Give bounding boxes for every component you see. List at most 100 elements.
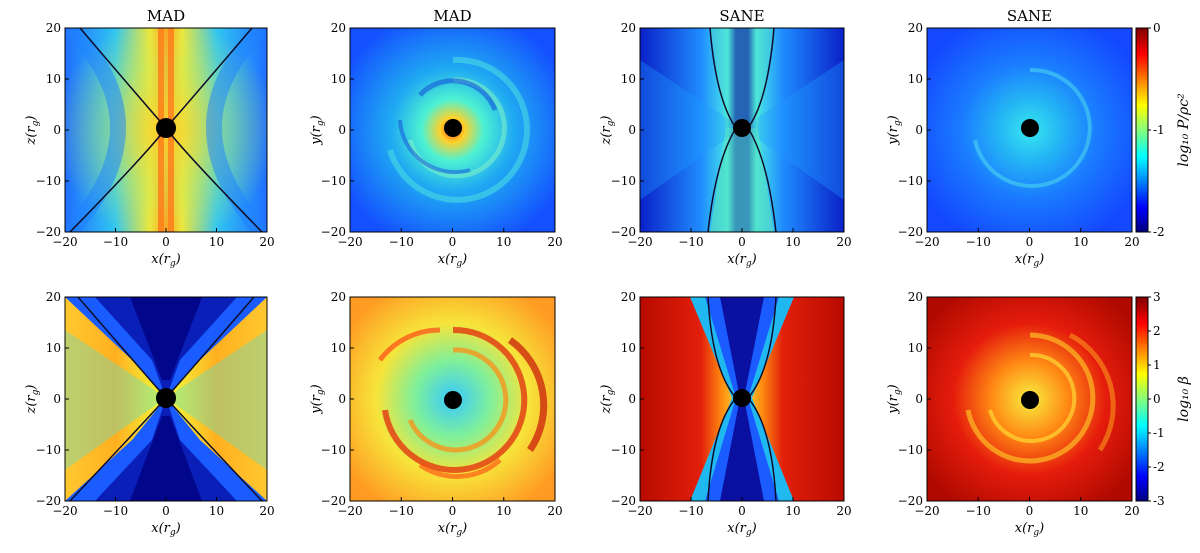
- y-tick-label: −10: [611, 174, 636, 188]
- x-tick-label: 20: [836, 235, 851, 249]
- x-tick-label: 10: [1073, 235, 1088, 249]
- panel-title: MAD: [147, 7, 185, 25]
- y-tick-label: −20: [611, 494, 636, 508]
- x-tick-label: −10: [966, 504, 991, 518]
- x-tick-label: −20: [914, 504, 939, 518]
- y-tick-label: −10: [898, 174, 923, 188]
- x-tick-label: 20: [259, 235, 274, 249]
- black-hole: [733, 119, 751, 137]
- x-tick-label: −20: [627, 504, 652, 518]
- black-hole: [733, 389, 751, 407]
- axis-label: x(rg): [727, 521, 756, 538]
- x-tick-label: 0: [1026, 235, 1034, 249]
- x-tick-label: 20: [1124, 504, 1139, 518]
- panel-sane-poloidal-pressure: [639, 27, 845, 233]
- axis-label: x(rg): [727, 252, 756, 269]
- colorbar-tick-label: -1: [1153, 426, 1165, 440]
- colorbar-label: log₁₀ β: [1176, 376, 1192, 422]
- y-tick-label: −20: [36, 494, 61, 508]
- y-tick-label: 0: [915, 123, 923, 137]
- axis-label: z(rg): [599, 116, 616, 146]
- colorbar-tick-label: -2: [1153, 460, 1165, 474]
- colorbar-tick-label: -2: [1153, 225, 1165, 239]
- y-tick-label: −20: [611, 225, 636, 239]
- y-tick-label: 10: [908, 341, 923, 355]
- x-tick-label: 10: [209, 504, 224, 518]
- axis-label: y(rg): [309, 115, 326, 145]
- y-tick-label: 20: [908, 290, 923, 304]
- x-tick-label: 10: [1073, 504, 1088, 518]
- x-tick-label: 10: [785, 235, 800, 249]
- axis-label: z(rg): [24, 385, 41, 415]
- x-tick-label: −20: [914, 235, 939, 249]
- y-tick-label: 0: [628, 392, 636, 406]
- axis-label: x(rg): [438, 252, 467, 269]
- x-tick-label: 10: [785, 504, 800, 518]
- panel-mad-poloidal-pressure: [64, 27, 268, 233]
- colorbar-tick-label: -3: [1153, 494, 1165, 508]
- x-tick-label: 10: [496, 235, 511, 249]
- x-tick-label: −10: [678, 504, 703, 518]
- x-tick-label: 0: [162, 235, 170, 249]
- x-tick-label: 20: [836, 504, 851, 518]
- colorbar-tick-label: 3: [1153, 290, 1161, 304]
- x-tick-label: 0: [738, 504, 746, 518]
- axis-label: z(rg): [599, 385, 616, 415]
- x-tick-label: 10: [209, 235, 224, 249]
- y-tick-label: 20: [46, 290, 61, 304]
- axis-label: x(rg): [1015, 521, 1044, 538]
- black-hole: [444, 119, 462, 137]
- axis-label: y(rg): [886, 384, 903, 414]
- y-tick-label: −20: [321, 225, 346, 239]
- y-tick-label: −10: [36, 174, 61, 188]
- x-tick-label: 20: [547, 235, 562, 249]
- panel-title: MAD: [433, 7, 471, 25]
- y-tick-label: 0: [915, 392, 923, 406]
- y-tick-label: 10: [621, 72, 636, 86]
- black-hole: [1021, 391, 1039, 409]
- axis-label: x(rg): [151, 521, 180, 538]
- y-tick-label: −20: [36, 225, 61, 239]
- x-tick-label: −10: [103, 235, 128, 249]
- x-tick-label: −20: [52, 504, 77, 518]
- x-tick-label: −20: [337, 504, 362, 518]
- x-tick-label: −10: [966, 235, 991, 249]
- x-tick-label: 10: [496, 504, 511, 518]
- y-tick-label: 10: [331, 72, 346, 86]
- y-tick-label: 0: [628, 123, 636, 137]
- x-tick-label: −20: [627, 235, 652, 249]
- x-tick-label: 0: [162, 504, 170, 518]
- colorbar-tick-label: 2: [1153, 324, 1161, 338]
- y-tick-label: −10: [321, 174, 346, 188]
- y-tick-label: 20: [908, 21, 923, 35]
- y-tick-label: 10: [331, 341, 346, 355]
- x-tick-label: 0: [449, 235, 457, 249]
- y-tick-label: 10: [621, 341, 636, 355]
- y-tick-label: 0: [338, 392, 346, 406]
- colorbar-tick-label: -1: [1153, 123, 1165, 137]
- panel-mad-equatorial-beta: [349, 296, 556, 502]
- x-tick-label: 0: [1026, 504, 1034, 518]
- y-tick-label: 20: [621, 290, 636, 304]
- axis-label: x(rg): [438, 521, 467, 538]
- x-tick-label: 20: [547, 504, 562, 518]
- axis-label: z(rg): [24, 116, 41, 146]
- y-tick-label: 10: [46, 341, 61, 355]
- colorbar-tick-label: 0: [1153, 392, 1161, 406]
- colorbar-label: log₁₀ P/ρc²: [1176, 93, 1192, 167]
- axis-label: x(rg): [1015, 252, 1044, 269]
- y-tick-label: −10: [321, 443, 346, 457]
- x-tick-label: −20: [52, 235, 77, 249]
- black-hole: [1021, 119, 1039, 137]
- axis-label: y(rg): [886, 115, 903, 145]
- y-tick-label: 0: [53, 392, 61, 406]
- y-tick-label: −20: [898, 494, 923, 508]
- black-hole: [156, 118, 176, 138]
- axis-label: y(rg): [309, 384, 326, 414]
- x-tick-label: 20: [259, 504, 274, 518]
- black-hole: [444, 391, 462, 409]
- panel-title: SANE: [719, 7, 764, 25]
- axis-label: x(rg): [151, 252, 180, 269]
- panel-sane-equatorial-beta: [926, 296, 1133, 502]
